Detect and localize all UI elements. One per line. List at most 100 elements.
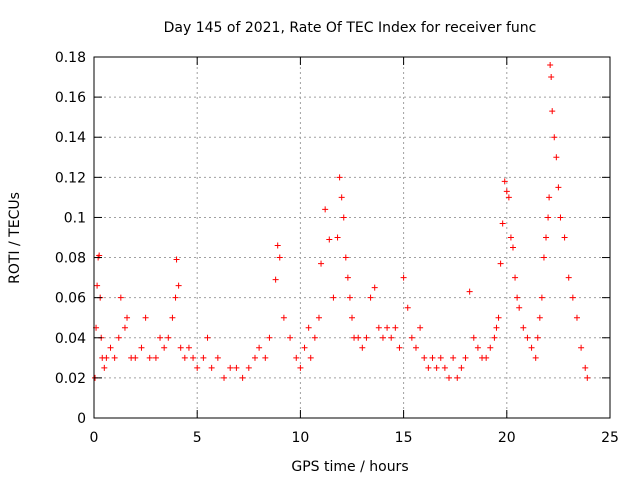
data-point: [107, 344, 114, 351]
data-point: [94, 282, 101, 289]
data-point: [553, 154, 560, 161]
data-point: [208, 364, 215, 371]
data-point: [569, 294, 576, 301]
data-point: [181, 354, 188, 361]
data-point: [194, 364, 201, 371]
data-point: [161, 344, 168, 351]
y-tick-label: 0.14: [55, 130, 86, 146]
data-point: [446, 374, 453, 381]
data-point: [491, 334, 498, 341]
data-point: [311, 334, 318, 341]
data-point: [346, 294, 353, 301]
data-point: [165, 334, 172, 341]
data-point: [493, 324, 500, 331]
data-point: [152, 354, 159, 361]
data-point: [297, 364, 304, 371]
data-point: [573, 314, 580, 321]
data-point: [334, 234, 341, 241]
data-point: [280, 314, 287, 321]
data-point: [256, 344, 263, 351]
data-point: [536, 314, 543, 321]
data-point: [379, 334, 386, 341]
data-point: [520, 324, 527, 331]
data-point: [538, 294, 545, 301]
data-point: [200, 354, 207, 361]
data-point: [425, 364, 432, 371]
data-point: [177, 344, 184, 351]
data-point: [375, 324, 382, 331]
x-tick-label: 0: [90, 430, 99, 446]
data-point: [301, 344, 308, 351]
y-axis-label: ROTI / TECUs: [7, 192, 23, 284]
data-point: [555, 184, 562, 191]
data-points: [92, 62, 591, 381]
data-point: [355, 334, 362, 341]
data-point: [214, 354, 221, 361]
x-tick-labels: 0 5 10 15 20 25: [90, 430, 619, 446]
data-point: [408, 334, 415, 341]
data-point: [400, 274, 407, 281]
data-point: [540, 254, 547, 261]
data-point: [474, 344, 481, 351]
data-point: [437, 354, 444, 361]
x-tick-label: 25: [601, 430, 619, 446]
x-tick-label: 5: [193, 430, 202, 446]
data-point: [470, 334, 477, 341]
data-point: [450, 354, 457, 361]
data-point: [412, 344, 419, 351]
data-point: [132, 354, 139, 361]
y-tick-label: 0.08: [55, 251, 86, 267]
data-point: [371, 284, 378, 291]
data-point: [497, 260, 504, 267]
data-point: [565, 274, 572, 281]
data-point: [115, 334, 122, 341]
data-point: [190, 354, 197, 361]
data-point: [578, 344, 585, 351]
data-point: [340, 214, 347, 221]
data-point: [359, 344, 366, 351]
data-point: [396, 344, 403, 351]
plot-frame: [93, 56, 611, 419]
data-point: [458, 364, 465, 371]
data-point: [157, 334, 164, 341]
data-point: [528, 344, 535, 351]
data-point: [429, 354, 436, 361]
data-point: [175, 282, 182, 289]
data-point: [262, 354, 269, 361]
data-point: [499, 220, 506, 227]
data-point: [516, 304, 523, 311]
data-point: [266, 334, 273, 341]
data-point: [272, 276, 279, 283]
x-axis-label: GPS time / hours: [291, 459, 408, 475]
data-point: [315, 314, 322, 321]
data-point: [138, 344, 145, 351]
data-point: [305, 324, 312, 331]
data-point: [103, 354, 110, 361]
data-point: [487, 344, 494, 351]
data-point: [169, 314, 176, 321]
data-point: [404, 304, 411, 311]
data-point: [111, 354, 118, 361]
data-point: [384, 324, 391, 331]
data-point: [146, 354, 153, 361]
y-tick-label: 0: [77, 411, 86, 427]
data-point: [173, 256, 180, 263]
data-point: [548, 74, 555, 81]
data-point: [512, 274, 519, 281]
data-point: [505, 194, 512, 201]
data-point: [421, 354, 428, 361]
data-point: [546, 194, 553, 201]
grid-lines: [94, 57, 610, 418]
data-point: [503, 188, 510, 195]
data-point: [466, 288, 473, 295]
data-point: [318, 260, 325, 267]
data-point: [557, 214, 564, 221]
data-point: [221, 374, 228, 381]
data-point: [344, 274, 351, 281]
data-point: [495, 314, 502, 321]
data-point: [185, 344, 192, 351]
data-point: [582, 364, 589, 371]
data-point: [307, 354, 314, 361]
data-point: [462, 354, 469, 361]
